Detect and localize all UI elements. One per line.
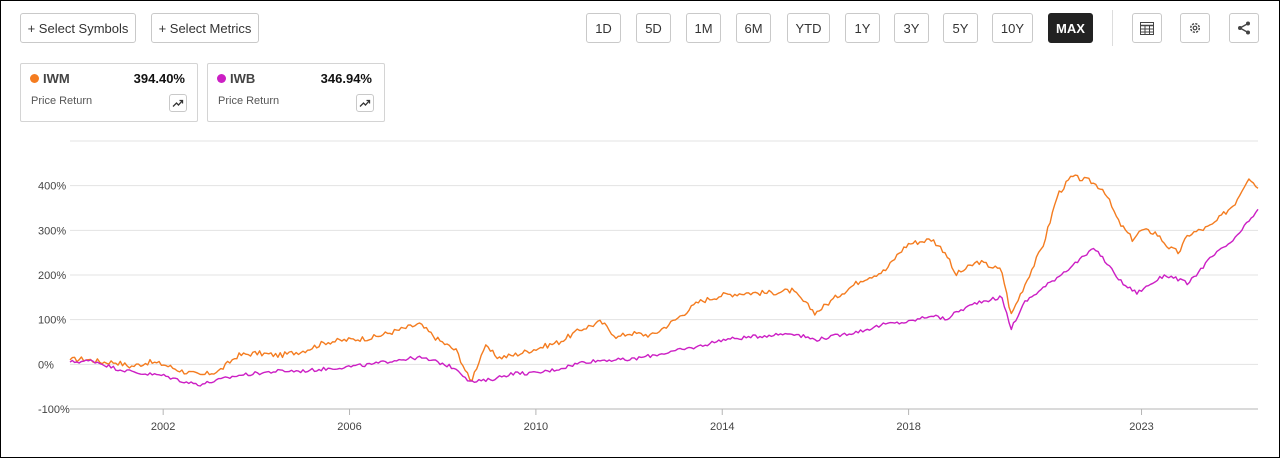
metric-label: Price Return <box>31 95 93 107</box>
series-color-dot <box>30 74 39 83</box>
range-1d-button[interactable]: 1D <box>586 13 621 43</box>
share-icon <box>1238 21 1250 35</box>
table-icon <box>1140 21 1154 35</box>
table-view-button[interactable] <box>1132 13 1162 43</box>
symbol-name: IWM <box>43 71 70 86</box>
trend-button[interactable] <box>356 94 374 112</box>
toolbar-divider <box>1112 10 1113 46</box>
symbol-name: IWB <box>230 71 256 86</box>
range-5y-button[interactable]: 5Y <box>943 13 978 43</box>
symbol-card-iwb[interactable]: IWB 346.94% Price Return <box>207 63 385 122</box>
share-button[interactable] <box>1229 13 1259 43</box>
select-symbols-button[interactable]: + Select Symbols <box>20 13 136 43</box>
range-1y-button[interactable]: 1Y <box>845 13 880 43</box>
symbol-return-value: 346.94% <box>320 71 372 86</box>
select-metrics-button[interactable]: + Select Metrics <box>151 13 259 43</box>
range-ytd-button[interactable]: YTD <box>787 13 830 43</box>
range-6m-button[interactable]: 6M <box>736 13 771 43</box>
trend-up-icon <box>359 99 371 107</box>
range-10y-button[interactable]: 10Y <box>992 13 1033 43</box>
range-5d-button[interactable]: 5D <box>636 13 671 43</box>
metric-label: Price Return <box>218 95 280 107</box>
symbol-card-iwm[interactable]: IWM 394.40% Price Return <box>20 63 198 122</box>
settings-button[interactable] <box>1180 13 1210 43</box>
range-1m-button[interactable]: 1M <box>686 13 721 43</box>
range-3y-button[interactable]: 3Y <box>894 13 929 43</box>
gear-icon <box>1189 22 1201 34</box>
symbol-return-value: 394.40% <box>133 71 185 86</box>
trend-up-icon <box>172 99 184 107</box>
trend-button[interactable] <box>169 94 187 112</box>
range-max-button[interactable]: MAX <box>1048 13 1093 43</box>
series-color-dot <box>217 74 226 83</box>
